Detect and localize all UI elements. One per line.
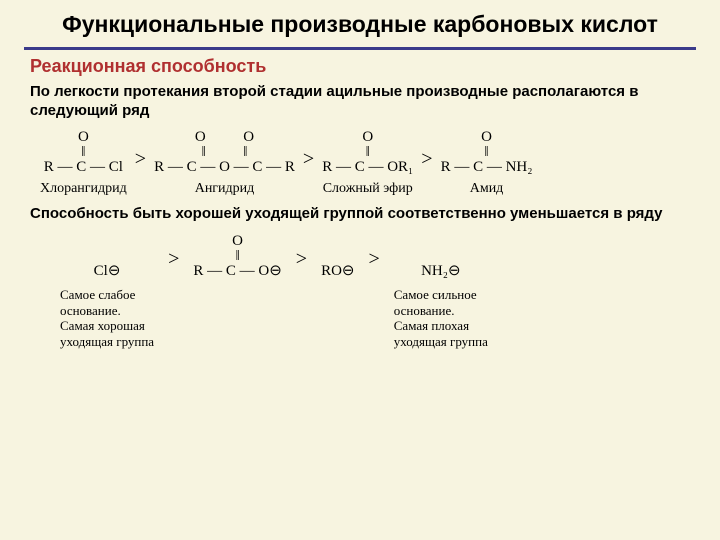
chem-structure: O ‖ R — C — OR₁ <box>322 130 413 175</box>
main-title: Функциональные производные карбоновых ки… <box>0 0 720 43</box>
comparator: > <box>168 234 179 271</box>
paragraph-2: Способность быть хорошей уходящей группо… <box>0 197 720 234</box>
chem-item: O O ‖ ‖ R — C — O — C — R Ангидрид <box>154 130 295 197</box>
reactivity-series: O ‖ R — C — Cl Хлорангидрид > O O ‖ ‖ R … <box>0 130 720 197</box>
chem-label: Хлорангидрид <box>40 181 127 197</box>
comparator: > <box>368 234 379 271</box>
chem-label: Ангидрид <box>195 181 255 197</box>
chem-structure: O ‖ R — C — NH₂ <box>441 130 533 175</box>
comparator: > <box>296 234 307 271</box>
lg-formula: O ‖ R — C — O⊖ <box>193 234 281 279</box>
lg-formula: RO⊖ <box>321 234 354 279</box>
comparator: > <box>421 130 432 171</box>
paragraph-1: По легкости протекания второй стадии аци… <box>0 83 720 131</box>
comparator: > <box>303 130 314 171</box>
chem-structure: O ‖ R — C — Cl <box>44 130 123 175</box>
lg-item: RO⊖ <box>321 234 354 287</box>
comparator: > <box>135 130 146 171</box>
divider <box>24 47 696 50</box>
lg-formula: NH₂⊖ <box>421 234 460 279</box>
leaving-group-series: Cl⊖ Самое слабоеоснование.Самая хорошаяу… <box>0 234 720 349</box>
lg-formula: Cl⊖ <box>94 234 121 279</box>
subtitle: Реакционная способность <box>0 56 720 83</box>
chem-label: Сложный эфир <box>323 181 413 197</box>
chem-item: O ‖ R — C — OR₁ Сложный эфир <box>322 130 413 197</box>
lg-label: Самое сильноеоснование.Самая плохаяуходя… <box>394 287 488 349</box>
chem-item: O ‖ R — C — Cl Хлорангидрид <box>40 130 127 197</box>
chem-label: Амид <box>470 181 504 197</box>
lg-label: Самое слабоеоснование.Самая хорошаяуходя… <box>60 287 154 349</box>
chem-item: O ‖ R — C — NH₂ Амид <box>441 130 533 197</box>
lg-item: O ‖ R — C — O⊖ <box>193 234 281 287</box>
lg-item: NH₂⊖ Самое сильноеоснование.Самая плохая… <box>394 234 488 349</box>
lg-item: Cl⊖ Самое слабоеоснование.Самая хорошаяу… <box>60 234 154 349</box>
chem-structure: O O ‖ ‖ R — C — O — C — R <box>154 130 295 175</box>
